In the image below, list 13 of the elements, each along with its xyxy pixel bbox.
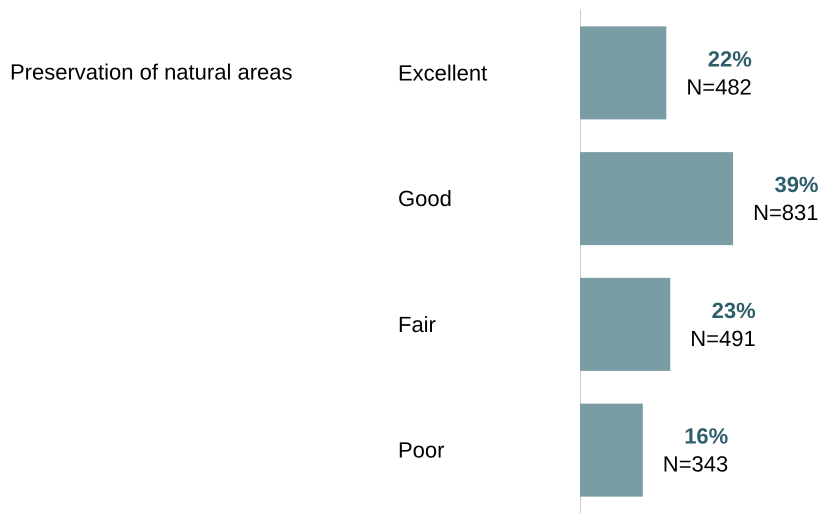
data-label: 16% N=343 bbox=[662, 424, 728, 477]
bar bbox=[580, 26, 666, 120]
y-tick-label: Excellent bbox=[398, 60, 488, 86]
y-tick-label: Poor bbox=[398, 438, 444, 463]
bar bbox=[580, 278, 670, 371]
data-label: 22% N=482 bbox=[686, 46, 752, 100]
data-label: 39% N=831 bbox=[753, 172, 819, 226]
bar bbox=[580, 152, 734, 246]
y-tick-label: Fair bbox=[398, 312, 436, 337]
bar bbox=[580, 404, 643, 497]
data-label: 23% N=491 bbox=[690, 298, 756, 351]
y-axis-title: Preservation of natural areas bbox=[10, 59, 292, 84]
y-tick-label: Good bbox=[398, 186, 452, 212]
